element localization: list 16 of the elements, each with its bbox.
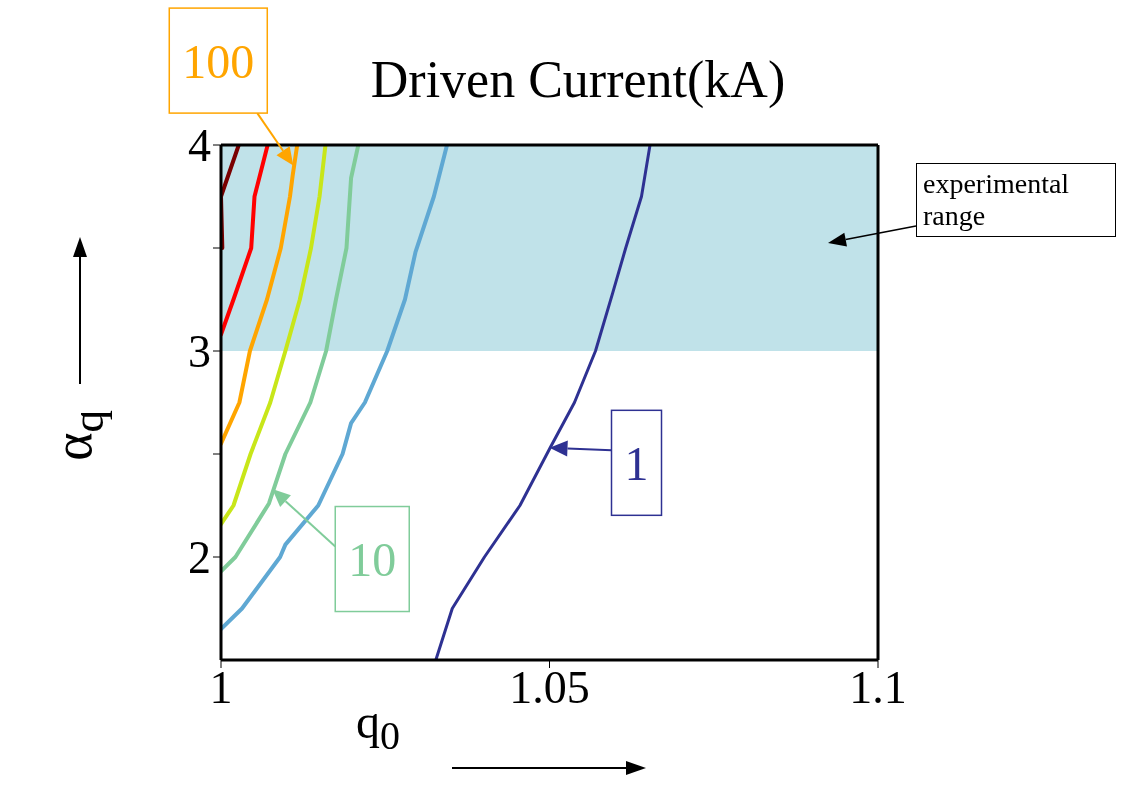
line-series [221,145,300,446]
y-tick-label: 2 [188,532,211,584]
x-axis-title: q$_{0}$ [356,695,400,758]
line-series [221,145,450,632]
x-tick-label: 1 [209,661,233,713]
y-tick-label: 4 [188,120,211,172]
x-tick-label: 1.1 [849,661,907,713]
y-tick-label: 3 [188,326,211,378]
line-series [434,145,652,660]
annotation: 10 [348,533,397,587]
chart-title: Driven Current(kA) [370,51,786,108]
annotation: 100 [182,34,255,88]
band-label: experimental range [916,163,1116,238]
line-series [221,145,328,527]
annotation: 1 [624,436,649,490]
x-tick-label: 1.05 [509,661,590,713]
